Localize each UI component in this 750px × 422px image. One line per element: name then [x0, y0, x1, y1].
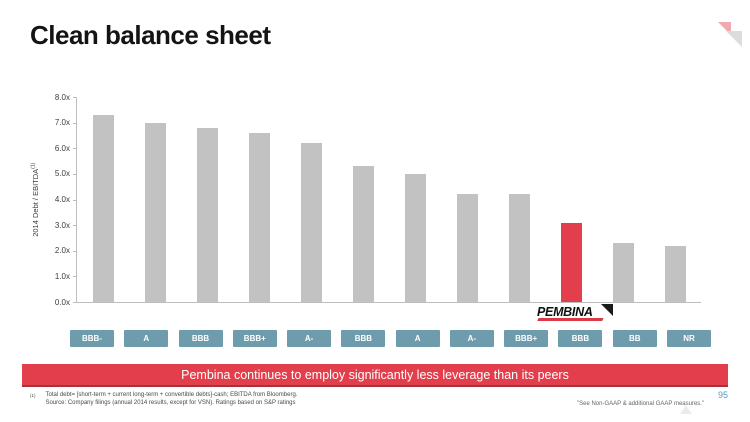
rating-label-box: BBB: [341, 330, 386, 347]
pembina-logo-text: PEMBINA: [537, 305, 593, 319]
bar: [352, 166, 374, 302]
bar: [196, 127, 218, 302]
y-tick-label: 2.0x: [54, 246, 70, 256]
takeaway-banner-text: Pembina continues to employ significantl…: [181, 367, 569, 382]
rating-label-box: A-: [287, 330, 332, 347]
rating-label-box: BBB: [558, 330, 603, 347]
footnote-line1: Total debt= [short-term + current long-t…: [45, 392, 298, 398]
pembina-logo-underline: [537, 317, 604, 320]
y-tick-label: 4.0x: [54, 195, 70, 204]
y-tick-label: 0.0x: [54, 297, 70, 307]
y-tick-label: 5.0x: [54, 169, 70, 179]
y-tick-label: 3.0x: [54, 220, 70, 230]
y-tick-mark: [73, 97, 77, 98]
bar-pembina: [560, 222, 582, 302]
footnote-marker: (1): [30, 393, 36, 398]
footnote-lines: Total debt= [short-term + current long-t…: [46, 392, 298, 407]
rating-label-box: NR: [667, 330, 711, 347]
y-tick-mark: [73, 250, 77, 252]
bar: [612, 243, 634, 302]
y-tick-label: 1.0x: [54, 271, 70, 281]
footnote-line2: Source: Company filings (annual 2014 res…: [45, 399, 296, 406]
bar: [300, 143, 322, 302]
footnote: (1) Total debt= [short-term + current lon…: [30, 392, 297, 407]
takeaway-banner: Pembina continues to employ significantl…: [22, 364, 728, 387]
y-tick-mark: [73, 122, 77, 124]
bar: [404, 173, 426, 302]
bar: [456, 194, 478, 302]
bar: [92, 114, 114, 302]
pembina-logo: PEMBINA: [537, 303, 613, 320]
rating-label-box: BBB-: [70, 330, 114, 347]
pembina-corner-logo-icon: [708, 20, 742, 50]
pembina-arrow-icon: [601, 304, 613, 316]
page-title: Clean balance sheet: [30, 20, 271, 50]
bar-chart-plot-area: [76, 97, 701, 303]
y-tick-mark: [73, 225, 77, 227]
bar: [144, 122, 166, 302]
gaap-note: "See Non-GAAP & additional GAAP measures…: [577, 401, 705, 407]
rating-label-box: BBB+: [504, 330, 549, 347]
rating-label-box: A-: [449, 330, 494, 347]
y-tick-label: 8.0x: [54, 92, 70, 102]
watermark-arrow-icon: [680, 405, 692, 414]
page-number: 95: [717, 390, 728, 400]
rating-label-box: BB: [612, 330, 657, 347]
y-tick-mark: [73, 148, 77, 150]
rating-label-box: BBB+: [232, 330, 277, 347]
bar: [248, 132, 270, 302]
y-tick-mark: [73, 302, 77, 303]
bar: [508, 194, 530, 302]
y-tick-mark: [73, 276, 77, 278]
y-axis-title-text: 2014 Debt / EBITDA(1): [30, 162, 40, 237]
y-tick-label: 7.0x: [54, 118, 70, 128]
y-tick-label: 6.0x: [54, 143, 70, 153]
rating-label-box: A: [124, 330, 169, 347]
rating-labels-row: BBB- A BBB BBB+ A- BBB A A- BBB+ BBB BB NR: [70, 330, 711, 347]
rating-label-box: A: [395, 330, 440, 347]
y-tick-mark: [73, 199, 77, 201]
corner-triangle-gray: [726, 31, 742, 47]
bar: [664, 245, 686, 302]
rating-label-box: BBB: [178, 330, 223, 347]
y-tick-mark: [73, 173, 77, 175]
